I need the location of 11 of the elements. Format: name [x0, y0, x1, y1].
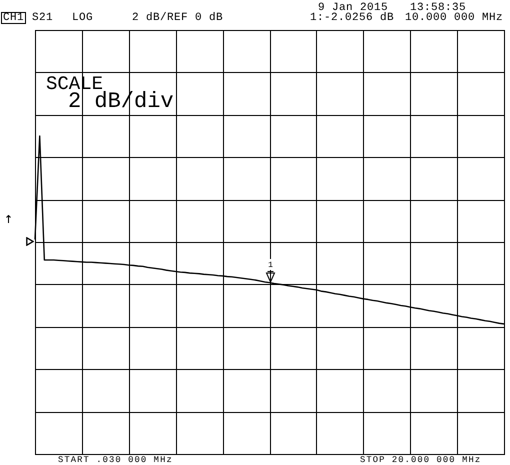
- text: 13:58:35: [410, 2, 466, 14]
- text: STOP 20.000 000 MHz: [360, 455, 482, 465]
- text: START .030 000 MHz: [58, 455, 173, 465]
- text: 2 dB/REF 0 dB: [132, 12, 224, 24]
- text: 10.000 000 MHz: [405, 12, 504, 24]
- text: CH1: [1, 12, 26, 24]
- text: S21: [32, 12, 54, 24]
- text: 1:-2.0256 dB: [310, 12, 394, 24]
- text: 9 Jan 2015: [318, 2, 388, 14]
- annotation: 1: [268, 261, 274, 270]
- text: LOG: [72, 12, 94, 24]
